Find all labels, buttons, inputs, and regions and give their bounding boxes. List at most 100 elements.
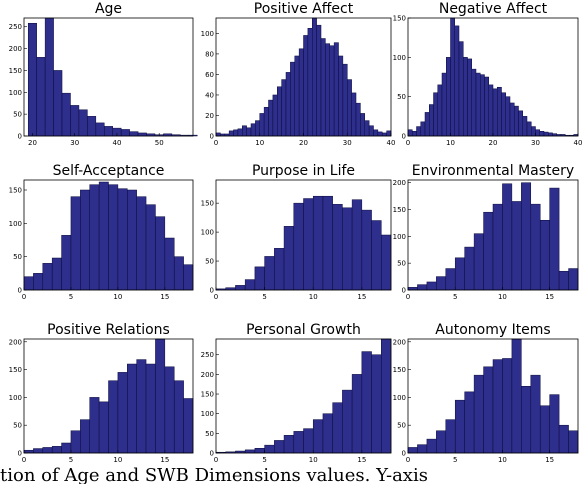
plot-frame [215,338,392,454]
bar [347,79,352,137]
x-tick-label: 0 [22,456,26,463]
bar [274,248,285,291]
bar [492,359,503,454]
bar [246,127,252,137]
y-tick-label: 50 [397,422,406,430]
x-tick-label: 30 [70,139,79,147]
y-tick-label: 150 [9,67,22,75]
bar [407,129,413,137]
x-tick-label: 0 [214,456,218,463]
bar [272,94,278,137]
bar [329,45,335,137]
bar [502,183,513,291]
bar [502,358,513,454]
y-tick-label: 100 [201,30,214,38]
bar [382,132,387,137]
bar [23,276,34,291]
bar [558,424,569,454]
x-tick-label: 50 [155,139,164,147]
bar [98,181,109,291]
y-tick-label: 0 [402,133,406,141]
bar [129,131,139,137]
bar [164,237,175,291]
bar [332,402,343,454]
bar [70,196,81,291]
bar [518,110,523,137]
bar [377,131,383,137]
bar [136,359,147,454]
bar [445,419,456,454]
bar [424,112,430,137]
bar [381,234,392,291]
x-tick-label: 0 [214,293,218,301]
bar [501,92,506,137]
bar [338,55,344,137]
bar [183,398,194,454]
x-tick-label: 40 [112,139,121,147]
x-tick-label: 10 [113,456,122,463]
bar [505,96,511,137]
bar [263,107,269,137]
x-tick-label: 20 [28,139,37,147]
panel-title: Age [95,1,122,17]
bar [117,372,128,454]
bar [463,57,468,137]
bar [458,41,464,137]
y-tick-label: 100 [201,229,214,237]
bar [371,220,382,291]
bar [416,126,421,137]
bar [307,28,313,137]
panel-title: Negative Affect [439,1,548,17]
bar [215,132,221,137]
bar [445,268,456,291]
bar [446,57,451,137]
y-tick-label: 0 [18,133,22,141]
bar [333,42,339,137]
bar [27,22,37,137]
bar [298,48,304,137]
bar [42,263,53,291]
bar [120,129,130,137]
panel-1: Age 20 30 40 50 0 50 100 150 200 250 [9,1,198,147]
bar [70,105,80,137]
x-tick-label: 5 [262,456,266,463]
bar [293,431,304,454]
bar [285,72,291,137]
bar [436,430,447,454]
bar [155,338,166,454]
bar [492,203,503,291]
plot-frame [407,179,579,291]
bar [426,438,437,454]
bar [522,116,528,137]
bar [568,268,579,291]
bar [568,430,579,454]
x-tick-label: 10 [498,293,507,301]
bar [136,196,147,291]
y-tick-label: 0 [18,450,22,458]
panel-2: Positive Affect 0 10 20 30 40 0 20 40 60 80 100 [201,1,396,147]
y-tick-label: 80 [205,50,214,58]
y-tick-label: 100 [393,233,406,241]
x-tick-label: 10 [255,139,264,147]
bar [254,266,265,291]
x-tick-label: 5 [453,456,457,463]
bar [274,440,285,454]
bar [294,55,300,137]
panel-3: Negative Affect 0 10 20 30 40 0 50 100 150 [393,1,583,147]
y-tick-label: 0 [402,450,406,458]
bar [342,207,353,291]
plot-frame [215,179,392,291]
bar [244,449,256,454]
x-tick-label: 5 [69,456,73,463]
bar [42,447,53,454]
bar [441,72,447,137]
x-tick-label: 30 [531,139,540,147]
bar [316,24,322,137]
bar [104,126,113,137]
bar [433,92,438,137]
bar [244,279,256,291]
bar [497,86,502,137]
bar [137,132,147,137]
y-tick-label: 150 [201,391,214,399]
